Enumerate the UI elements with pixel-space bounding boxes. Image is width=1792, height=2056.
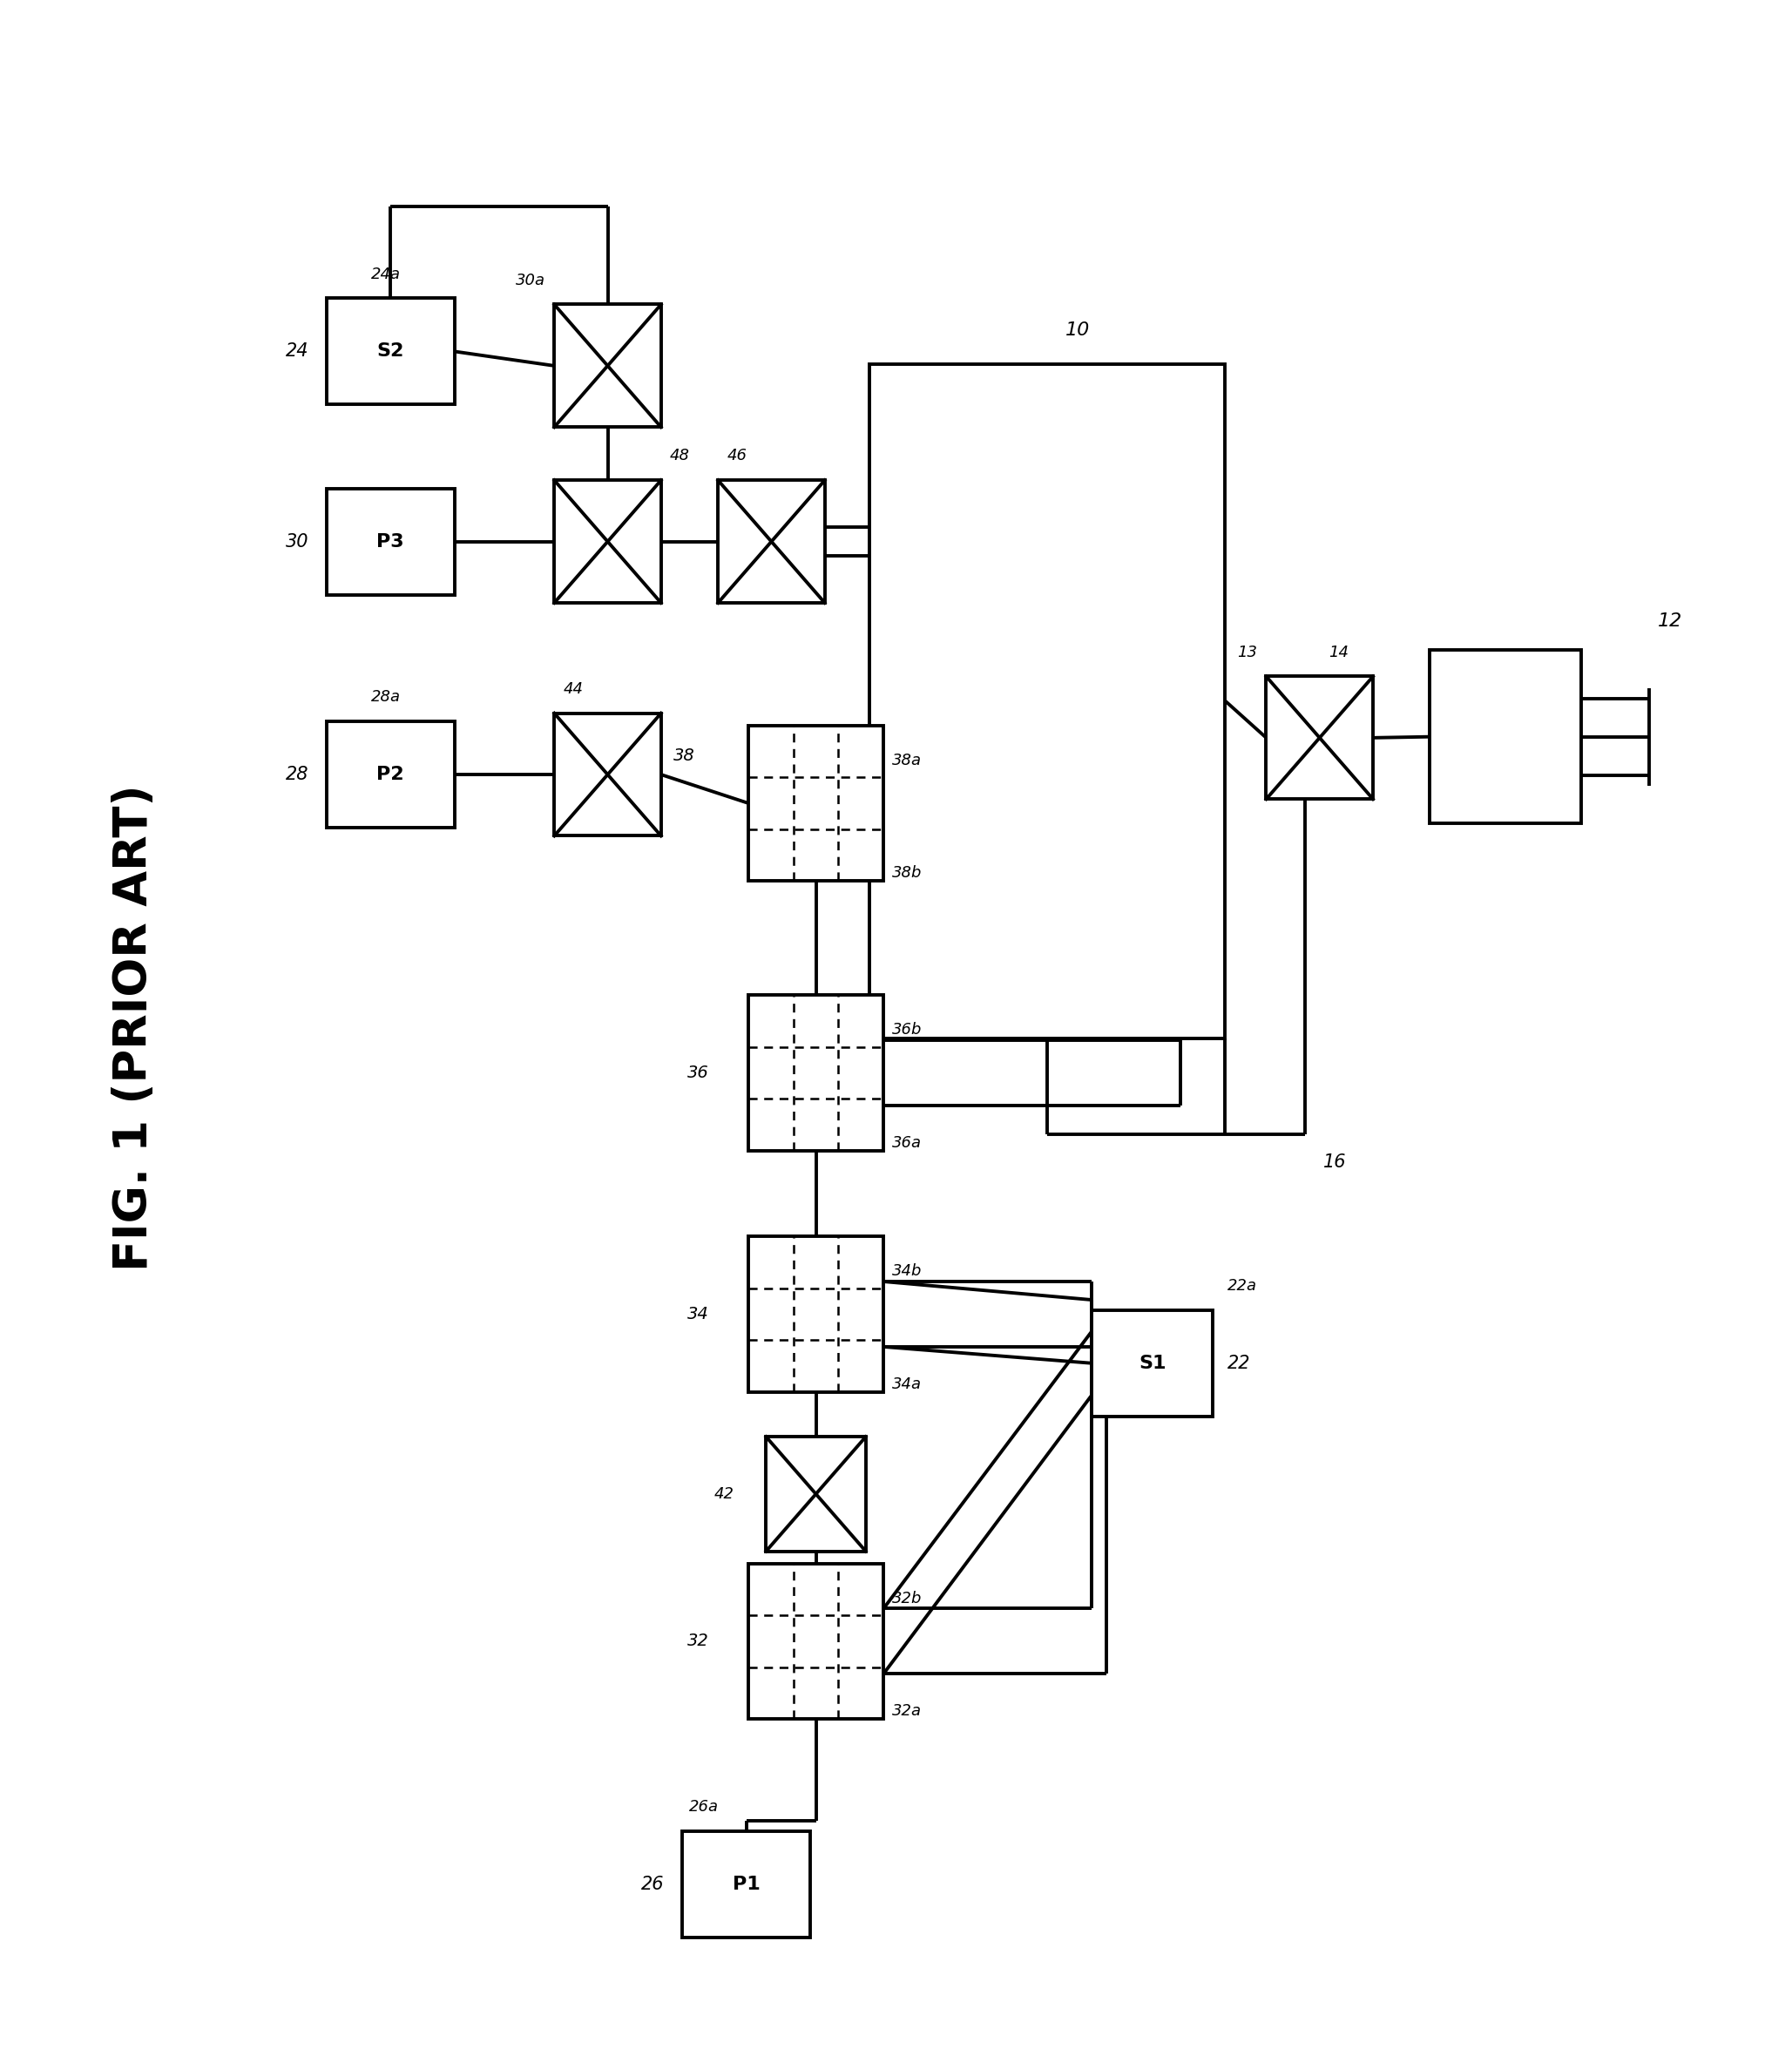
FancyBboxPatch shape (1091, 1310, 1213, 1417)
Text: 36b: 36b (892, 1022, 923, 1038)
Text: 30a: 30a (516, 273, 545, 288)
FancyBboxPatch shape (554, 481, 661, 602)
FancyBboxPatch shape (326, 722, 455, 829)
FancyBboxPatch shape (749, 726, 883, 880)
Text: P3: P3 (376, 533, 405, 551)
FancyBboxPatch shape (683, 1832, 810, 1937)
FancyBboxPatch shape (326, 298, 455, 405)
FancyBboxPatch shape (326, 489, 455, 594)
Text: 38: 38 (674, 748, 695, 765)
Text: 46: 46 (728, 448, 747, 465)
Text: 24: 24 (285, 343, 308, 360)
Text: 12: 12 (1658, 613, 1683, 629)
Text: S1: S1 (1138, 1355, 1167, 1371)
Text: 32a: 32a (892, 1702, 923, 1719)
Text: 28: 28 (285, 765, 308, 783)
FancyBboxPatch shape (719, 481, 824, 602)
FancyBboxPatch shape (554, 304, 661, 428)
Text: 44: 44 (563, 681, 582, 697)
Text: FIG. 1 (PRIOR ART): FIG. 1 (PRIOR ART) (111, 785, 158, 1271)
FancyBboxPatch shape (554, 713, 661, 837)
FancyBboxPatch shape (765, 1437, 866, 1550)
Text: 34a: 34a (892, 1375, 923, 1392)
Text: 22a: 22a (1228, 1279, 1256, 1293)
Text: 36: 36 (688, 1065, 710, 1081)
Text: 10: 10 (1064, 323, 1090, 339)
Text: 32: 32 (688, 1632, 710, 1649)
Text: 24a: 24a (371, 267, 401, 282)
Text: 34b: 34b (892, 1264, 923, 1279)
Text: 28a: 28a (371, 689, 401, 705)
Text: 26: 26 (642, 1875, 665, 1894)
Text: 48: 48 (670, 448, 690, 465)
Text: 30: 30 (285, 533, 308, 551)
Text: 16: 16 (1322, 1153, 1346, 1172)
Text: 34: 34 (688, 1306, 710, 1322)
Text: 22: 22 (1228, 1355, 1251, 1371)
Text: 38b: 38b (892, 866, 923, 880)
Text: 36a: 36a (892, 1135, 923, 1151)
FancyBboxPatch shape (749, 1563, 883, 1719)
Text: 26a: 26a (688, 1799, 719, 1815)
FancyBboxPatch shape (749, 1236, 883, 1392)
FancyBboxPatch shape (1430, 650, 1581, 824)
Text: 13: 13 (1236, 644, 1258, 660)
Text: 42: 42 (713, 1486, 735, 1501)
FancyBboxPatch shape (749, 995, 883, 1151)
FancyBboxPatch shape (1267, 676, 1373, 800)
Text: P2: P2 (376, 765, 405, 783)
FancyBboxPatch shape (869, 364, 1226, 1038)
Text: 32b: 32b (892, 1591, 923, 1606)
Text: 38a: 38a (892, 752, 923, 769)
Text: P1: P1 (733, 1875, 760, 1894)
Text: 14: 14 (1328, 644, 1349, 660)
Text: S2: S2 (376, 343, 405, 360)
